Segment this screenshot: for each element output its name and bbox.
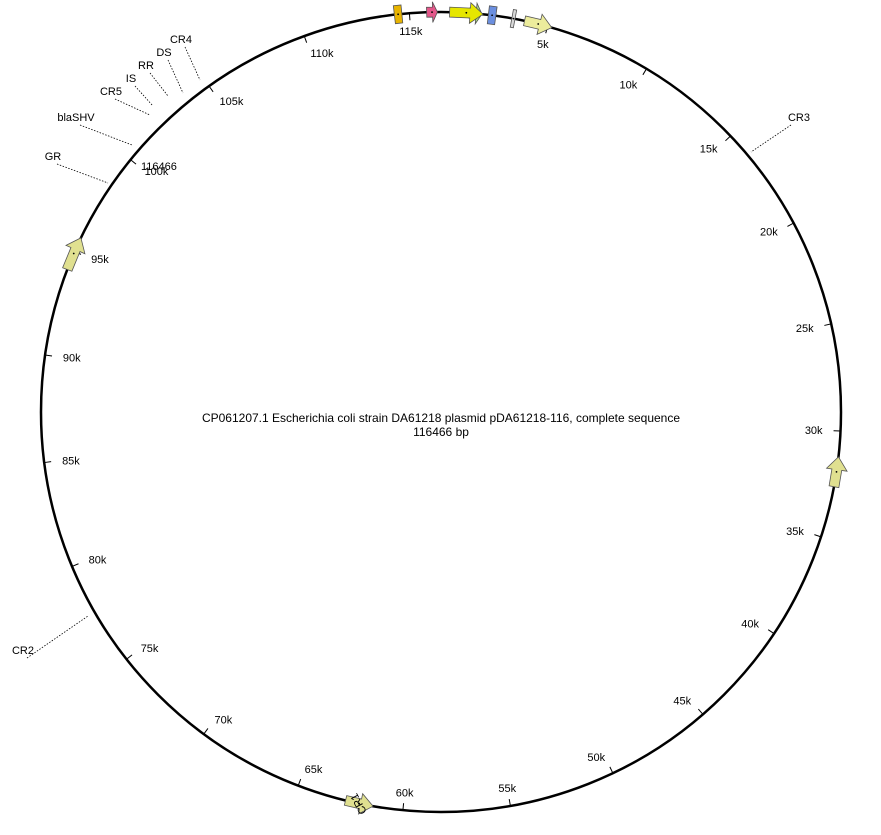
tick-mark [610,767,613,773]
feature-center-dot [836,471,838,473]
tick-mark [127,655,133,659]
feature-center-dot [465,12,467,14]
tick-mark [698,709,703,714]
map-length: 116466 bp [413,425,469,439]
feature-label: blaSHV [57,112,95,124]
tick-label: 20k [760,227,778,239]
tick-label: 30k [805,425,823,437]
feature-label: CR2 [12,645,34,657]
feature-cr3[interactable] [827,457,847,488]
feature-center-dot [431,11,433,13]
feature-blashv[interactable] [426,2,437,23]
feature-label: RR [138,60,154,72]
feature-shape[interactable] [63,238,85,271]
feature-layer [63,2,847,814]
tick-mark [725,136,730,141]
tick-label: 15k [700,143,718,155]
tick-label: 50k [587,752,605,764]
feature-label: CR5 [100,86,122,98]
feature-label: GR [45,151,62,163]
tick-mark [209,86,213,92]
tick-label: 105k [219,96,243,108]
tick-mark [409,13,410,20]
tick-label: 45k [673,696,691,708]
leader-line [168,60,183,93]
feature-cr2[interactable] [63,238,85,271]
tick-mark [304,36,306,43]
feature-gr[interactable] [393,5,402,24]
tick-label: 90k [63,353,81,365]
tick-label: 55k [498,783,516,795]
tick-label: 115k [399,26,423,38]
tick-mark [298,779,300,786]
origin-label: 116466 [141,161,177,173]
tick-label: 80k [89,555,107,567]
tick-mark [131,160,136,164]
leader-line [185,47,200,80]
leader-line [115,99,150,115]
feature-center-dot [513,18,515,20]
tick-mark [814,535,821,537]
leader-line [135,86,153,106]
tick-label: 85k [62,455,80,467]
feature-label: CR3 [788,112,810,124]
feature-rr[interactable] [487,6,497,25]
tick-mark [204,728,208,734]
feature-center-dot [491,14,493,16]
leader-line [80,125,132,145]
tick-label: 40k [741,619,759,631]
map-title: CP061207.1 Escherichia coli strain DA612… [202,411,680,425]
leader-line [27,616,88,658]
feature-center-dot [73,253,75,255]
leader-line [150,73,168,96]
tick-label: 70k [214,715,232,727]
feature-center-dot [397,13,399,15]
feature-cr4[interactable] [524,14,552,34]
tick-mark [787,223,793,226]
tick-label: 60k [396,787,414,799]
leader-line [751,125,791,152]
tick-mark [403,803,404,810]
feature-label: CR4 [170,34,192,46]
tick-label: 5k [537,39,549,51]
tick-label: 25k [796,323,814,335]
tick-label: 10k [619,79,637,91]
tick-mark [643,69,647,75]
tick-mark [72,564,78,567]
feature-label: DS [156,47,171,59]
tick-label: 75k [141,643,159,655]
tick-label: 35k [786,526,804,538]
tick-label: 110k [310,48,334,60]
tick-mark [768,630,774,634]
feature-label: IS [126,73,136,85]
tick-label: 95k [91,254,109,266]
leader-line [57,164,108,183]
feature-center-dot [537,23,539,25]
tick-label: 65k [305,764,323,776]
